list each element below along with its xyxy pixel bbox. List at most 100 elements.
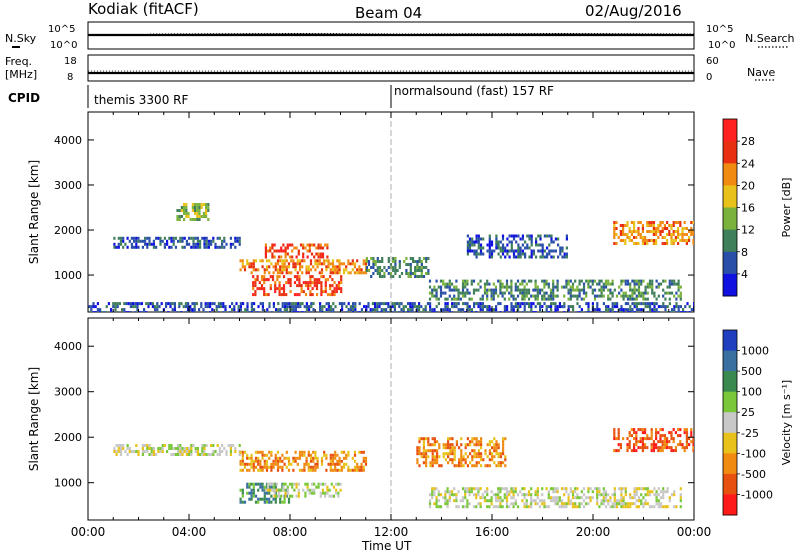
echo-cell	[92, 311, 95, 312]
echo-cell	[611, 291, 614, 295]
echo-cell	[315, 252, 318, 256]
echo-cell	[651, 282, 654, 286]
echo-cell	[679, 221, 682, 224]
echo-cell	[458, 446, 461, 450]
colorbar-swatch	[723, 273, 737, 297]
echo-cell	[275, 249, 278, 253]
echo-cell	[613, 487, 616, 491]
echo-cell	[372, 260, 375, 263]
echo-cell	[449, 449, 452, 453]
echo-cell	[613, 221, 616, 224]
echo-cell	[146, 236, 149, 240]
echo-cell	[380, 311, 383, 312]
echo-cell	[297, 488, 300, 492]
echo-cell	[272, 459, 275, 463]
echo-cell	[587, 311, 590, 312]
echo-region	[416, 437, 507, 468]
echo-cell	[305, 305, 308, 309]
echo-cell	[166, 242, 169, 246]
echo-cell	[565, 255, 568, 259]
echo-cell	[151, 302, 154, 306]
echo-cell	[285, 456, 288, 460]
echo-cell	[512, 502, 515, 506]
echo-cell	[329, 459, 332, 463]
echo-cell	[316, 465, 319, 469]
echo-cell	[335, 287, 338, 291]
echo-cell	[446, 502, 449, 506]
echo-cell	[265, 465, 269, 469]
echo-cell	[471, 237, 474, 241]
echo-cell	[630, 239, 633, 242]
echo-cell	[470, 311, 473, 312]
echo-cell	[668, 233, 671, 236]
echo-cell	[547, 297, 550, 301]
echo-cell	[174, 453, 177, 456]
echo-cell	[629, 308, 632, 312]
echo-cell	[270, 500, 273, 504]
echo-cell	[437, 505, 440, 509]
echo-cell	[263, 500, 266, 504]
echo-cell	[679, 233, 682, 236]
echo-cell	[469, 440, 472, 444]
echo-cell	[666, 305, 669, 309]
echo-cell	[670, 227, 673, 230]
echo-cell	[497, 496, 500, 500]
echo-cell	[527, 505, 531, 509]
echo-cell	[473, 455, 476, 459]
echo-cell	[291, 485, 294, 489]
echo-cell	[657, 224, 660, 227]
echo-cell	[666, 239, 669, 242]
echo-cell	[191, 308, 194, 312]
echo-cell	[101, 311, 104, 312]
echo-cell	[283, 488, 286, 492]
echo-cell	[274, 284, 277, 288]
echo-cell	[140, 302, 143, 306]
echo-cell	[644, 302, 647, 306]
echo-cell	[477, 282, 480, 286]
echo-cell	[672, 239, 675, 242]
echo-cell	[203, 245, 206, 249]
echo-cell	[442, 443, 445, 447]
echo-cell	[238, 453, 241, 456]
echo-cell	[622, 311, 625, 312]
echo-cell	[288, 302, 291, 306]
echo-cell	[628, 227, 631, 230]
echo-cell	[342, 465, 346, 469]
echo-cell	[618, 499, 621, 503]
echo-cell	[578, 294, 581, 298]
echo-cell	[650, 446, 653, 450]
echo-cell	[558, 496, 561, 500]
echo-cell	[501, 291, 504, 295]
echo-cell	[512, 496, 515, 500]
echo-cell	[508, 285, 511, 289]
echo-cell	[335, 491, 338, 495]
echo-cell	[422, 266, 426, 269]
echo-cell	[444, 308, 447, 312]
echo-cell	[580, 311, 583, 312]
echo-cell	[431, 294, 434, 298]
echo-cell	[475, 234, 478, 238]
echo-cell	[567, 311, 570, 312]
echo-cell	[416, 458, 419, 462]
echo-cell	[360, 268, 363, 272]
echo-cell	[668, 311, 671, 312]
echo-cell	[147, 305, 150, 309]
echo-cell	[163, 245, 166, 249]
echo-cell	[179, 444, 182, 447]
echo-cell	[505, 288, 509, 292]
echo-cell	[582, 288, 586, 292]
echo-cell	[638, 302, 641, 306]
echo-cell	[672, 242, 675, 245]
echo-cell	[508, 311, 511, 312]
echo-cell	[611, 294, 614, 298]
echo-cell	[273, 255, 276, 259]
echo-cell	[554, 502, 557, 506]
echo-cell	[690, 230, 693, 233]
echo-cell	[290, 305, 293, 309]
echo-cell	[571, 294, 575, 298]
echo-cell	[650, 449, 653, 453]
echo-cell	[677, 305, 680, 309]
echo-cell	[420, 452, 423, 456]
echo-cell	[354, 311, 357, 312]
echo-cell	[497, 252, 500, 256]
